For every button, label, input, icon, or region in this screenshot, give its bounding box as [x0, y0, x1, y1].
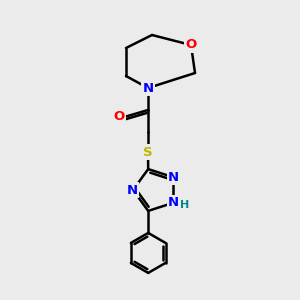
- Text: S: S: [143, 146, 153, 158]
- Text: N: N: [142, 82, 154, 94]
- Text: N: N: [126, 184, 138, 196]
- Text: N: N: [168, 171, 179, 184]
- Text: O: O: [185, 38, 197, 52]
- Text: H: H: [180, 200, 189, 210]
- Text: N: N: [168, 196, 179, 209]
- Text: O: O: [113, 110, 124, 124]
